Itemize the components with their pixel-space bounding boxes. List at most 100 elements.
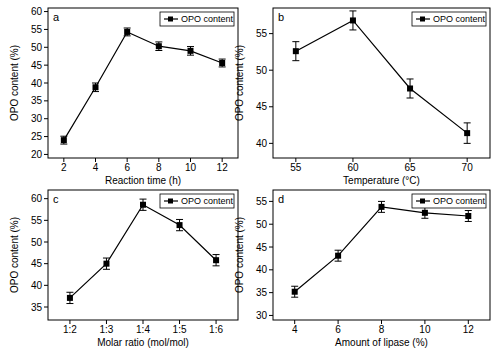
error-bar xyxy=(335,250,342,261)
x-tick-label: 60 xyxy=(347,162,359,173)
y-axis-label: OPO content (%) xyxy=(234,217,245,293)
y-tick-label: 20 xyxy=(31,149,43,160)
y-tick xyxy=(269,292,273,293)
y-tick-label: 55 xyxy=(256,196,268,207)
panel: 3035404550554681012Amount of lipase (%)O… xyxy=(234,190,490,348)
y-tick-label: 50 xyxy=(256,65,268,76)
y-tick-label: 30 xyxy=(256,310,268,321)
panel-letter: d xyxy=(278,193,284,205)
x-tick-label: 8 xyxy=(379,324,385,335)
data-point xyxy=(335,253,341,259)
error-cap xyxy=(92,91,99,92)
data-point xyxy=(67,295,73,301)
y-tick-label: 40 xyxy=(31,280,43,291)
legend-label: OPO content xyxy=(433,196,486,206)
error-cap xyxy=(124,28,131,29)
error-bar xyxy=(291,286,298,297)
data-point xyxy=(61,137,67,143)
error-bar xyxy=(349,11,356,30)
figure: 20253035404550556024681012Reaction time … xyxy=(0,0,500,353)
legend-box xyxy=(160,12,234,26)
y-tick xyxy=(44,307,48,308)
y-tick xyxy=(44,118,48,119)
data-point xyxy=(350,17,356,23)
data-point xyxy=(292,289,298,295)
error-bar xyxy=(213,255,220,266)
y-tick-label: 55 xyxy=(256,28,268,39)
legend-marker xyxy=(168,199,173,204)
y-tick-label: 35 xyxy=(31,95,43,106)
x-tick-label: 1:3 xyxy=(100,324,114,335)
x-tick-label: 12 xyxy=(463,324,475,335)
error-cap xyxy=(335,250,342,251)
error-cap xyxy=(378,212,385,213)
error-cap xyxy=(349,29,356,30)
plot-frame xyxy=(48,8,238,158)
legend: OPO content xyxy=(412,194,486,208)
legend: OPO content xyxy=(412,12,486,26)
y-axis-label: OPO content (%) xyxy=(234,45,245,121)
error-cap xyxy=(421,218,428,219)
error-cap xyxy=(176,219,183,220)
y-tick xyxy=(269,224,273,225)
y-tick xyxy=(269,106,273,107)
panel: 4045505555606570Temperature (°C)OPO cont… xyxy=(234,8,490,186)
error-cap xyxy=(66,292,73,293)
y-tick xyxy=(44,263,48,264)
data-point xyxy=(379,204,385,210)
error-bar xyxy=(155,42,162,51)
x-tick-label: 10 xyxy=(419,324,431,335)
y-tick xyxy=(44,100,48,101)
plot-frame xyxy=(273,8,490,158)
error-cap xyxy=(213,254,220,255)
error-bar xyxy=(219,59,226,67)
error-bar xyxy=(421,207,428,218)
data-point xyxy=(93,84,99,90)
x-tick-label: 4 xyxy=(93,162,99,173)
x-tick-label: 12 xyxy=(217,162,229,173)
error-cap xyxy=(187,55,194,56)
error-cap xyxy=(66,303,73,304)
y-tick xyxy=(44,136,48,137)
data-point xyxy=(177,222,183,228)
x-tick-label: 1:4 xyxy=(136,324,150,335)
y-tick-label: 45 xyxy=(256,242,268,253)
error-cap xyxy=(155,41,162,42)
data-point xyxy=(124,29,130,35)
data-group xyxy=(60,28,225,144)
panel: 20253035404550556024681012Reaction time … xyxy=(9,6,238,186)
error-bar xyxy=(292,42,299,61)
data-group xyxy=(291,201,472,297)
data-point xyxy=(188,48,194,54)
x-tick-label: 1:2 xyxy=(63,324,77,335)
error-cap xyxy=(335,261,342,262)
y-tick-label: 45 xyxy=(256,101,268,112)
error-cap xyxy=(378,201,385,202)
error-bar xyxy=(187,47,194,56)
legend: OPO content xyxy=(160,194,234,208)
y-tick-label: 30 xyxy=(31,113,43,124)
y-tick-label: 40 xyxy=(256,264,268,275)
error-cap xyxy=(103,258,110,259)
error-cap xyxy=(349,10,356,11)
error-cap xyxy=(140,199,147,200)
error-cap xyxy=(292,60,299,61)
data-group xyxy=(66,199,219,303)
data-point xyxy=(103,261,109,267)
error-bar xyxy=(464,123,471,143)
data-point xyxy=(140,202,146,208)
series-line xyxy=(70,205,216,298)
x-axis-label: Reaction time (h) xyxy=(105,175,181,186)
y-axis-label: OPO content (%) xyxy=(9,45,20,121)
data-point xyxy=(156,43,162,49)
error-cap xyxy=(60,136,67,137)
y-tick xyxy=(44,11,48,12)
data-group xyxy=(292,11,470,143)
y-tick xyxy=(269,143,273,144)
x-axis-label: Amount of lipase (%) xyxy=(335,337,428,348)
data-point xyxy=(293,48,299,54)
y-tick-label: 35 xyxy=(31,302,43,313)
legend-label: OPO content xyxy=(181,196,234,206)
error-cap xyxy=(465,221,472,222)
legend: OPO content xyxy=(160,12,234,26)
